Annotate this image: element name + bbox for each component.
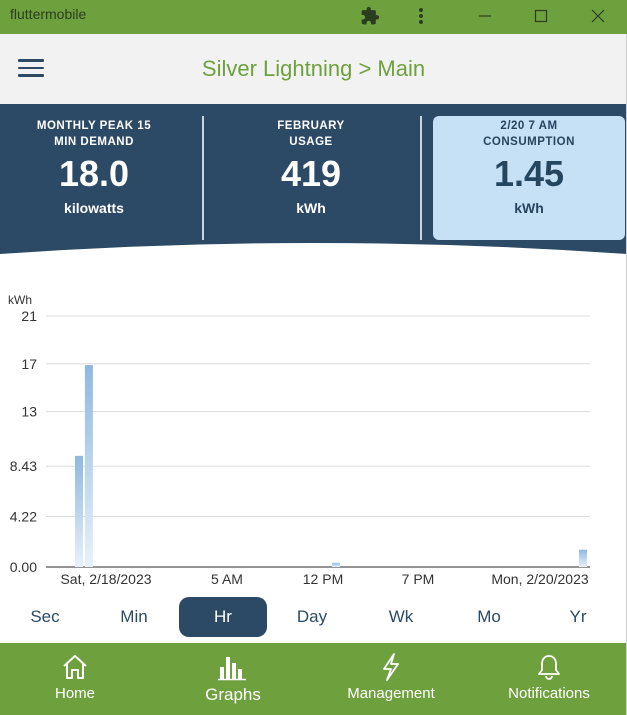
y-axis-label: kWh (8, 293, 32, 307)
y-tick-label: 4.22 (10, 509, 37, 525)
card-divider (420, 116, 422, 240)
card-label-line2: CONSUMPTION (483, 136, 575, 148)
chart-bar[interactable] (579, 549, 587, 567)
y-tick-label: 21 (21, 308, 37, 324)
nav-label: Management (347, 685, 435, 702)
tab-yr[interactable]: Yr (569, 607, 587, 626)
bar-chart-icon (218, 657, 246, 681)
tab-min[interactable]: Min (120, 607, 148, 626)
interval-tabs: Sec Min Hr Day Wk Mo Yr (0, 597, 627, 637)
summary-panel: MONTHLY PEAK 15 MIN DEMAND 18.0 kilowatts… (0, 104, 627, 254)
bell-icon (538, 655, 560, 680)
card-unit: kWh (296, 200, 326, 216)
tab-sec[interactable]: Sec (30, 607, 60, 626)
usage-chart[interactable]: kWh 21 17 13 8.43 4.22 0.00 Sat, 2/18/2023 5 A… (0, 290, 627, 590)
hamburger-icon[interactable] (18, 59, 44, 79)
home-icon (63, 655, 87, 679)
card-value: 18.0 (58, 153, 130, 194)
x-tick-label: Mon, 2/20/2023 (491, 571, 589, 587)
nav-label: Graphs (205, 685, 261, 704)
nav-management[interactable]: Management (331, 649, 451, 709)
minimize-icon[interactable] (473, 5, 497, 27)
nav-label: Home (54, 685, 95, 702)
window-title: fluttermobile (10, 6, 87, 22)
tab-day[interactable]: Day (296, 607, 328, 626)
x-tick-label: 7 PM (402, 571, 435, 587)
close-icon[interactable] (586, 5, 610, 27)
x-tick-label: 5 AM (211, 571, 243, 587)
card-value: 1.45 (493, 153, 565, 194)
app-bar: Silver Lightning > Main (0, 34, 627, 104)
card-label-line2: MIN DEMAND (54, 136, 134, 148)
peak-demand-card[interactable]: MONTHLY PEAK 15 MIN DEMAND 18.0 kilowatts (0, 116, 188, 240)
chart-bar[interactable] (84, 365, 93, 567)
tab-hr[interactable]: Hr (179, 597, 267, 637)
card-unit: kWh (514, 200, 544, 216)
card-label-line1: FEBRUARY (277, 120, 345, 132)
x-tick-label: Sat, 2/18/2023 (60, 571, 151, 587)
tab-wk[interactable]: Wk (388, 607, 414, 626)
card-value: 419 (280, 153, 342, 194)
more-vert-icon[interactable] (409, 5, 433, 27)
y-tick-label: 13 (21, 404, 37, 420)
nav-graphs[interactable]: Graphs (173, 649, 293, 709)
nav-home[interactable]: Home (15, 649, 135, 709)
nav-notifications[interactable]: Notifications (489, 649, 609, 709)
y-tick-label: 0.00 (10, 559, 37, 575)
x-tick-label: 12 PM (303, 571, 343, 587)
card-unit: kilowatts (64, 200, 124, 216)
lightning-icon (383, 653, 399, 681)
y-tick-label: 17 (21, 356, 37, 372)
card-label-line2: USAGE (289, 136, 333, 148)
nav-label: Notifications (508, 685, 590, 702)
bottom-navigation: Home Graphs Management Notifications (0, 643, 627, 715)
card-label-line1: 2/20 7 AM (500, 120, 558, 132)
card-label-line1: MONTHLY PEAK 15 (36, 120, 152, 132)
window-titlebar: fluttermobile (0, 0, 627, 34)
tab-mo[interactable]: Mo (477, 607, 501, 626)
maximize-icon[interactable] (529, 5, 553, 27)
hourly-consumption-card[interactable]: 2/20 7 AM CONSUMPTION 1.45 kWh (433, 116, 625, 240)
extension-icon[interactable] (358, 5, 382, 27)
monthly-usage-card[interactable]: FEBRUARY USAGE 419 kWh (217, 116, 405, 240)
y-tick-label: 8.43 (10, 458, 37, 474)
chart-bar[interactable] (75, 455, 83, 567)
chart-bar[interactable] (331, 562, 340, 567)
card-divider (202, 116, 204, 240)
page-title: Silver Lightning > Main (201, 56, 426, 81)
